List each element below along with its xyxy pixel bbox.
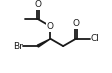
Text: Br: Br xyxy=(13,42,23,51)
Text: Cl: Cl xyxy=(90,34,99,43)
Text: O: O xyxy=(47,22,54,31)
Polygon shape xyxy=(37,39,51,47)
Text: O: O xyxy=(34,1,41,9)
Text: O: O xyxy=(72,19,79,28)
